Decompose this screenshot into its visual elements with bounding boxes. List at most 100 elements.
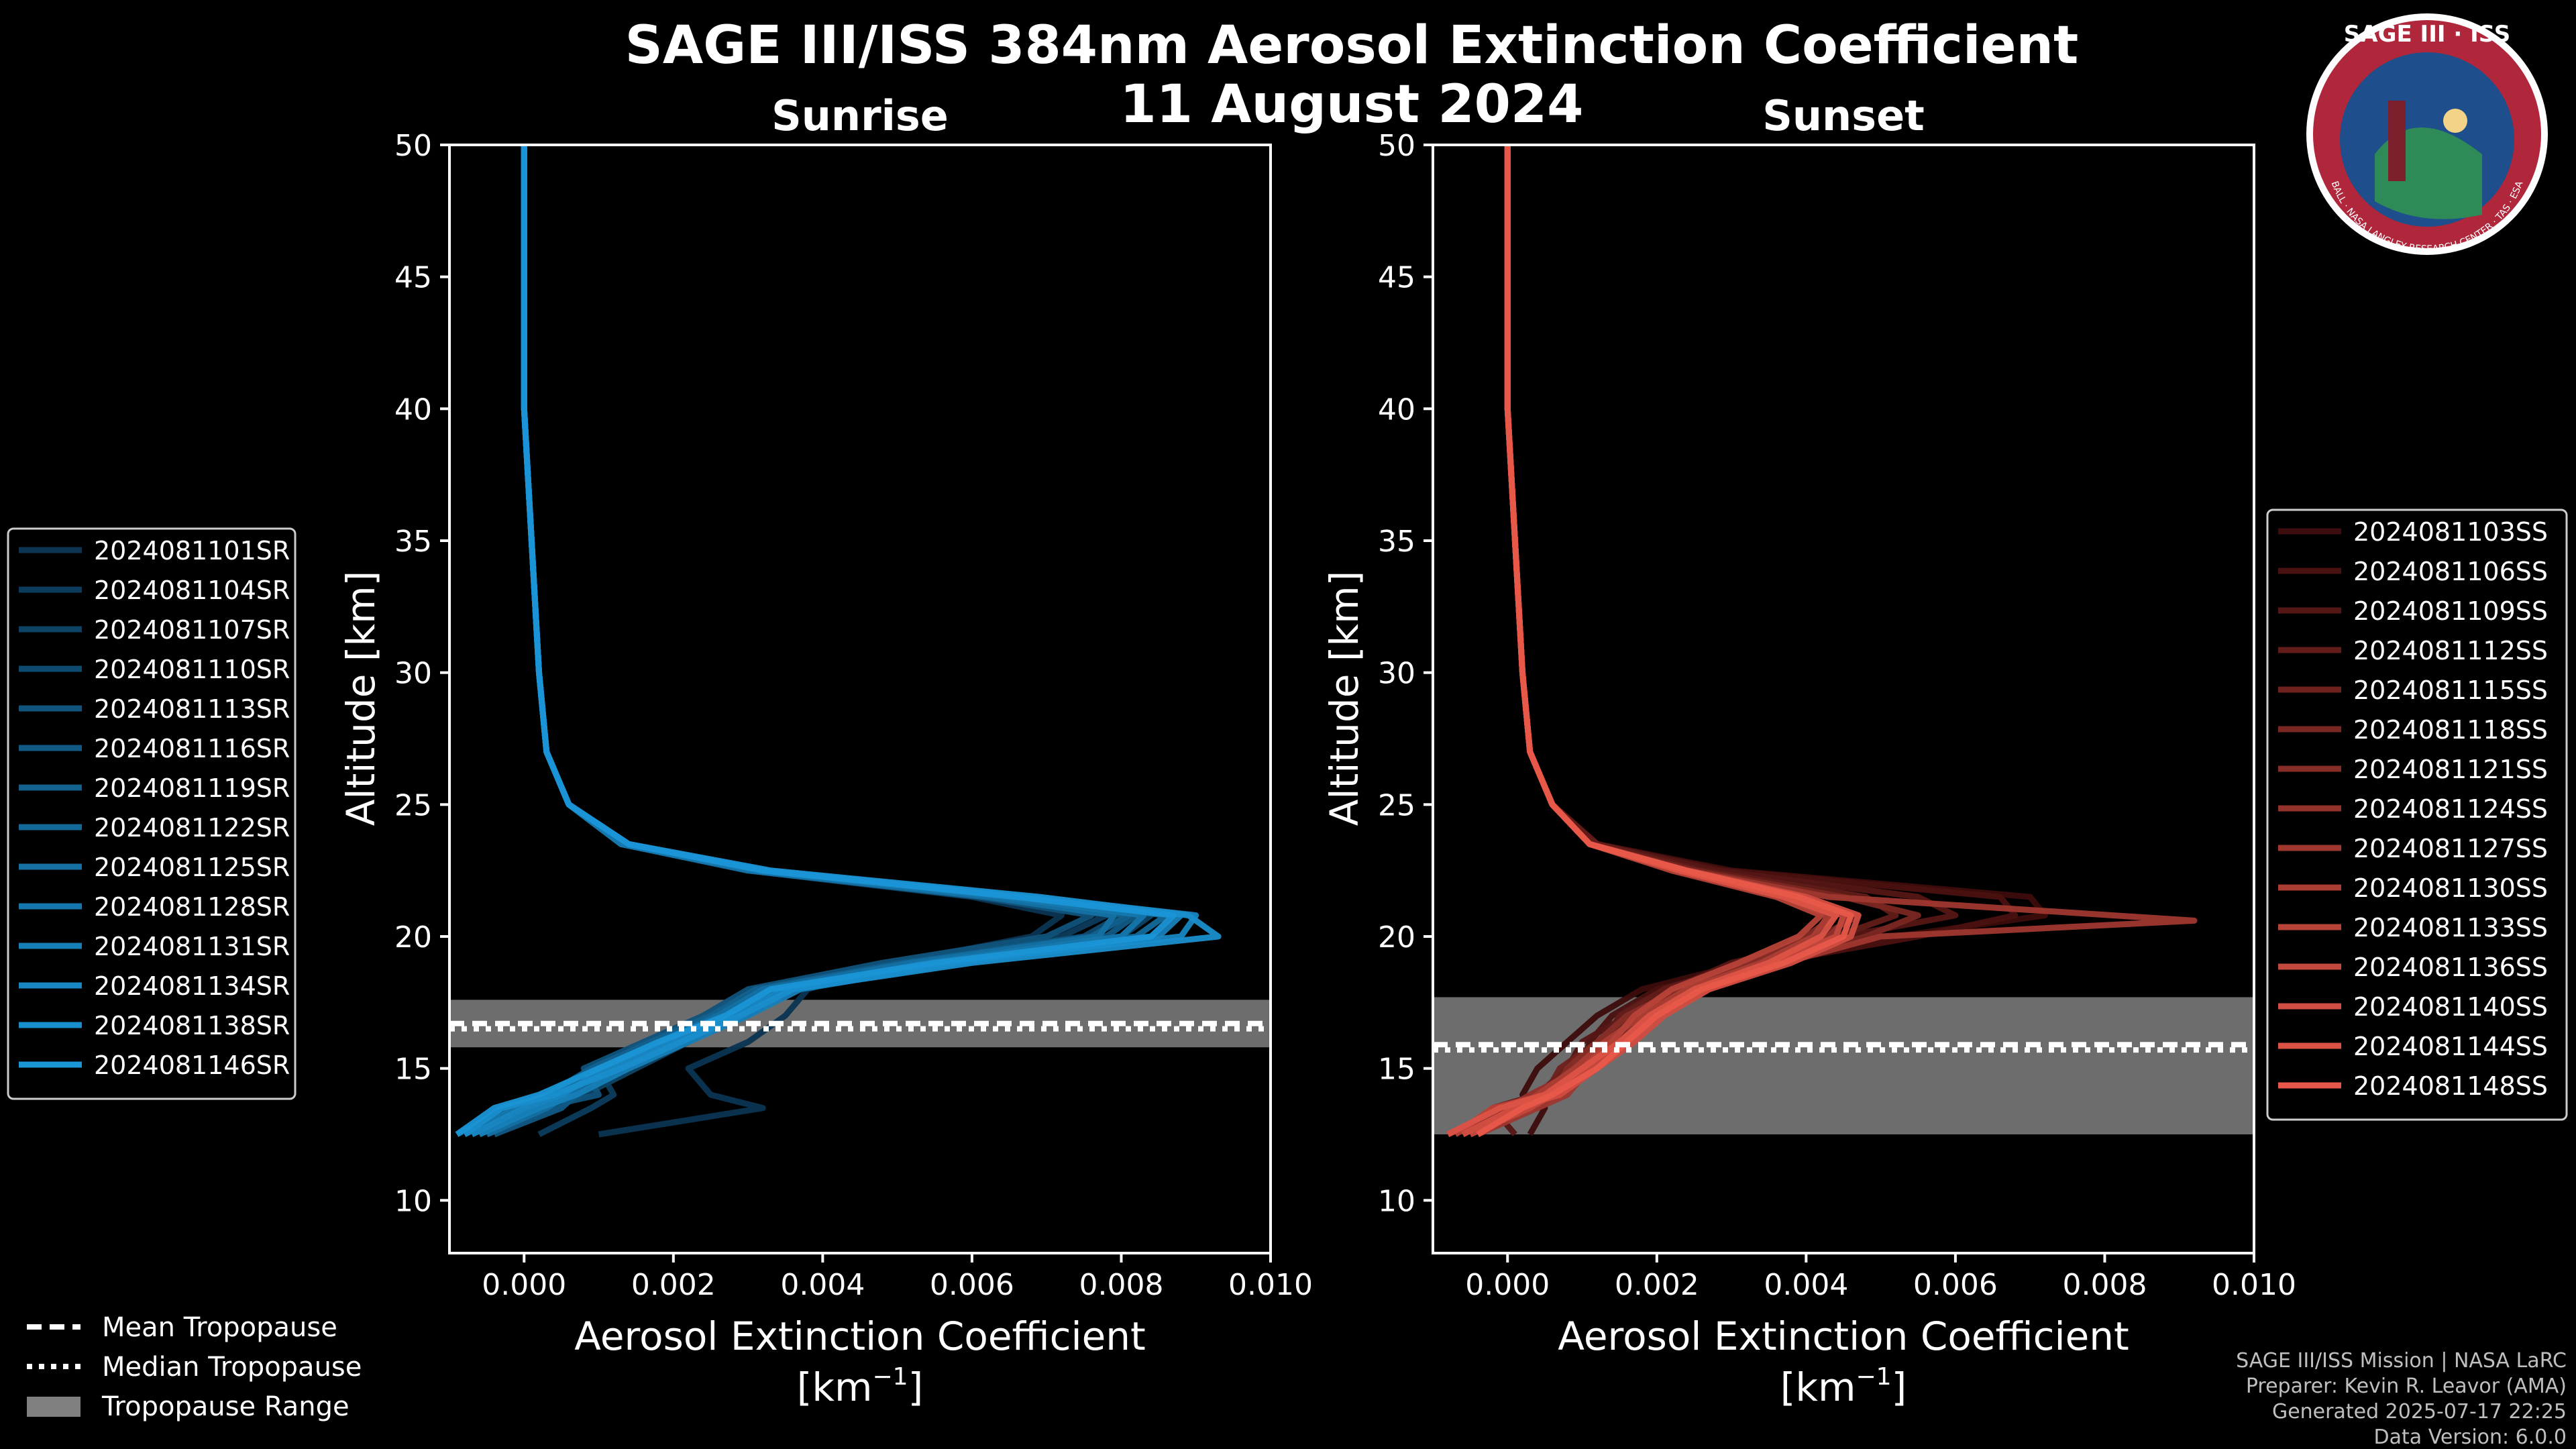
sunrise-series-group: [455, 145, 1222, 1138]
sunset-ytick-label: 10: [1378, 1184, 1415, 1218]
sunrise-xtick-label: 0.006: [930, 1268, 1014, 1302]
sunrise-xtick-label: 0.004: [780, 1268, 865, 1302]
sunset-title: Sunset: [1762, 91, 1925, 140]
sunset-legend-label: 2024081133SS: [2353, 913, 2548, 943]
sunset-legend-label: 2024081112SS: [2353, 636, 2548, 665]
sunset-ytick-label: 50: [1378, 129, 1415, 163]
sunrise-axes-frame: [448, 144, 1272, 1254]
sunrise-legend-label: 2024081134SR: [94, 971, 290, 1001]
sunset-legend-label: 2024081148SS: [2353, 1071, 2548, 1101]
sunset-legend: 2024081103SS 2024081106SS 2024081109SS 2024…: [2266, 508, 2568, 1121]
sunrise-xunit-sup: −1: [873, 1363, 908, 1391]
tropopause-range-label: Tropopause Range: [101, 1391, 350, 1422]
sunset-legend-label: 2024081103SS: [2353, 517, 2548, 547]
sunset-legend-label: 2024081118SS: [2353, 715, 2548, 745]
sunrise-xtick-label: 0.010: [1228, 1268, 1313, 1302]
sunrise-ytick-label: 40: [394, 392, 432, 427]
tropopause-legend: Mean Tropopause Median Tropopause Tropop…: [27, 1312, 362, 1422]
sunset-xunit-close: ]: [1892, 1364, 1907, 1410]
sunrise-xunit: [km−1]: [797, 1363, 923, 1410]
sunset-xtick-label: 0.008: [2062, 1268, 2147, 1302]
sunrise-legend-label: 2024081128SR: [94, 892, 290, 922]
sunset-ytick-label: 40: [1378, 392, 1415, 427]
sunrise-xlabel: Aerosol Extinction Coefficient: [574, 1313, 1146, 1359]
sunrise-panel: Sunrise 0.000 0.002 0.004 0.006 0.008 0.010 10 1…: [338, 91, 1313, 1410]
sunrise-legend-label: 2024081101SR: [94, 536, 290, 566]
sunset-ytick-label: 20: [1378, 920, 1415, 955]
mean-tropopause-label: Mean Tropopause: [102, 1312, 337, 1343]
sunrise-ytick-label: 30: [394, 657, 432, 691]
sunrise-ylabel: Altitude [km]: [338, 571, 384, 826]
sunset-legend-box: [2266, 508, 2568, 1121]
sunrise-legend-label: 2024081116SR: [94, 734, 290, 763]
credit-line-1: SAGE III/ISS Mission | NASA LaRC: [2236, 1349, 2567, 1373]
sunrise-legend-label: 2024081125SR: [94, 853, 290, 882]
figure-date: 11 August 2024: [1120, 74, 1584, 135]
credit-line-4: Data Version: 6.0.0: [2374, 1426, 2567, 1449]
sunset-legend-label: 2024081109SS: [2353, 596, 2548, 626]
sunrise-title: Sunrise: [771, 91, 949, 140]
sunset-xtick-label: 0.002: [1615, 1268, 1699, 1302]
sunset-legend-label: 2024081144SS: [2353, 1032, 2548, 1061]
sunset-xlabel: Aerosol Extinction Coefficient: [1558, 1313, 2129, 1359]
credit-line-3: Generated 2025-07-17 22:25: [2272, 1400, 2567, 1424]
sunrise-legend-label: 2024081122SR: [94, 813, 290, 843]
logo-figure-icon: [2388, 101, 2406, 181]
sunset-xtick-label: 0.006: [1913, 1268, 1998, 1302]
sunrise-ytick-label: 50: [394, 129, 432, 163]
sunrise-xunit-close: ]: [908, 1364, 924, 1410]
sunset-legend-label: 2024081136SS: [2353, 953, 2548, 982]
sunset-ylabel: Altitude [km]: [1322, 571, 1367, 826]
sunset-series-group: [1446, 145, 2198, 1138]
sunset-legend-label: 2024081121SS: [2353, 755, 2548, 784]
sunset-xtick-label: 0.004: [1764, 1268, 1848, 1302]
sunrise-legend: 2024081101SR 2024081104SR 2024081107SR 2024…: [7, 527, 297, 1100]
sunset-legend-label: 2024081124SS: [2353, 794, 2548, 824]
sunset-ytick-label: 45: [1378, 261, 1415, 295]
sunset-xunit: [km−1]: [1780, 1363, 1907, 1410]
sunrise-legend-label: 2024081107SR: [94, 615, 290, 645]
sunrise-xunit-base: [km: [797, 1364, 873, 1410]
sunrise-legend-label: 2024081104SR: [94, 576, 290, 605]
sunset-legend-label: 2024081127SS: [2353, 834, 2548, 863]
sunset-tropopause-range: [1433, 997, 2254, 1134]
sunset-panel: Sunset 0.000 0.002 0.004 0.006 0.008 0.010 10 15…: [1322, 91, 2296, 1410]
median-tropopause-label: Median Tropopause: [102, 1352, 362, 1383]
sunrise-ytick-label: 20: [394, 920, 432, 955]
sunset-legend-label: 2024081140SS: [2353, 992, 2548, 1022]
sunrise-legend-label: 2024081131SR: [94, 932, 290, 961]
sunset-xtick-label: 0.010: [2212, 1268, 2296, 1302]
sunset-ytick-label: 15: [1378, 1053, 1415, 1087]
logo-sun-icon: [2443, 109, 2467, 133]
logo-text: SAGE III · ISS: [2344, 21, 2510, 48]
sunset-ytick-label: 35: [1378, 525, 1415, 559]
sunrise-ytick-label: 10: [394, 1184, 432, 1218]
sunset-xtick-label: 0.000: [1465, 1268, 1550, 1302]
sunrise-ytick-label: 25: [394, 788, 432, 822]
sunset-series-2024081148SS: [1476, 145, 1854, 1137]
figure-title: SAGE III/ISS 384nm Aerosol Extinction Co…: [625, 15, 2079, 76]
sunset-legend-label: 2024081115SS: [2353, 676, 2548, 705]
sunset-legend-label: 2024081106SS: [2353, 557, 2548, 586]
sunset-xunit-base: [km: [1780, 1364, 1856, 1410]
sage-logo: SAGE III · ISS BALL · NASA LANGLEY RESEA…: [2306, 13, 2548, 255]
sunrise-legend-label: 2024081138SR: [94, 1011, 290, 1040]
credit-line-2: Preparer: Kevin R. Leavor (AMA): [2246, 1375, 2567, 1398]
sunrise-ytick-label: 35: [394, 525, 432, 559]
credits: SAGE III/ISS Mission | NASA LaRC Prepare…: [2236, 1349, 2567, 1449]
sunrise-legend-label: 2024081110SR: [94, 655, 290, 684]
sunrise-xtick-label: 0.002: [631, 1268, 716, 1302]
sunrise-legend-label: 2024081119SR: [94, 773, 290, 803]
sunset-ytick-label: 30: [1378, 657, 1415, 691]
sunrise-legend-label: 2024081113SR: [94, 694, 290, 724]
sunset-xunit-sup: −1: [1856, 1363, 1892, 1391]
tropopause-range-swatch: [27, 1397, 80, 1417]
sunrise-series-2024081146SR: [455, 145, 1177, 1137]
sunrise-legend-label: 2024081146SR: [94, 1051, 290, 1080]
sunset-legend-label: 2024081130SS: [2353, 873, 2548, 903]
sunrise-xtick-label: 0.000: [482, 1268, 566, 1302]
sunset-axes-frame: [1432, 144, 2255, 1254]
sunrise-ytick-label: 45: [394, 261, 432, 295]
